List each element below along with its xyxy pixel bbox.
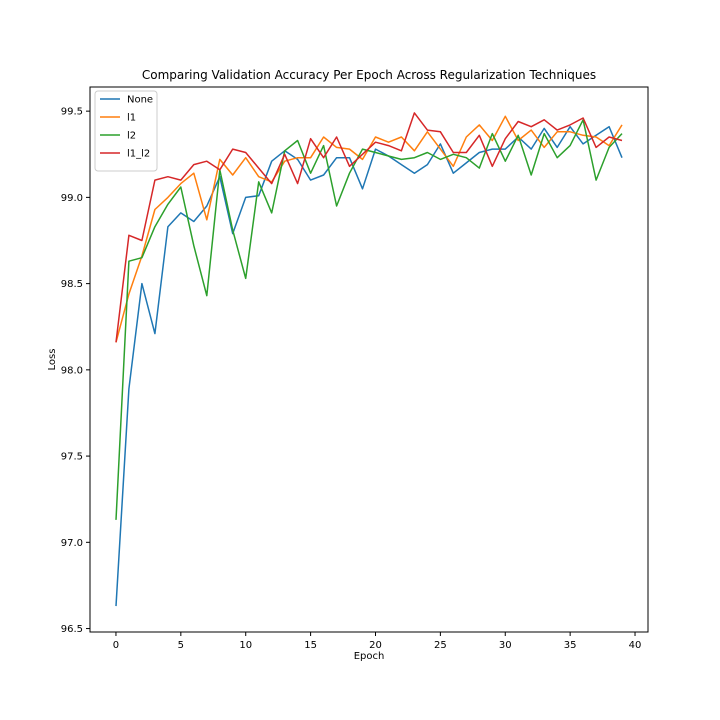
y-tick-label: 98.5 (61, 279, 83, 290)
y-tick-label: 99.0 (61, 193, 83, 204)
x-tick-label: 5 (178, 640, 184, 651)
x-axis-label: Epoch (354, 651, 385, 662)
y-axis: 96.5 97.0 97.5 98.0 98.5 99.0 99.5 (61, 107, 90, 635)
x-tick-label: 10 (239, 640, 252, 651)
legend-box (94, 90, 158, 172)
x-tick-label: 35 (564, 640, 577, 651)
legend-label-None: None (127, 95, 153, 106)
x-tick-label: 30 (499, 640, 512, 651)
legend-label-l1: l1 (127, 113, 136, 124)
x-axis: 0 5 10 15 20 25 30 35 40 (113, 632, 642, 651)
chart-title: Comparing Validation Accuracy Per Epoch … (142, 68, 596, 82)
series-line-l2 (115, 119, 623, 520)
x-tick-label: 40 (629, 640, 642, 651)
y-tick-label: 98.0 (61, 365, 83, 376)
y-tick-label: 96.5 (61, 624, 83, 635)
x-tick-label: 20 (369, 640, 382, 651)
legend: None l1 l2 l1_l2 (94, 90, 158, 172)
x-tick-label: 15 (304, 640, 317, 651)
y-tick-label: 99.5 (61, 107, 83, 118)
y-axis-label: Loss (47, 349, 58, 371)
legend-label-l2: l2 (127, 131, 136, 142)
plot-frame (89, 86, 649, 633)
legend-label-l1-l2: l1_l2 (127, 149, 150, 160)
y-tick-label: 97.0 (61, 538, 83, 549)
x-tick-label: 0 (113, 640, 119, 651)
y-tick-label: 97.5 (61, 452, 83, 463)
series-line-l1-l2 (115, 112, 623, 343)
x-tick-label: 25 (434, 640, 447, 651)
series-layer (115, 112, 623, 607)
